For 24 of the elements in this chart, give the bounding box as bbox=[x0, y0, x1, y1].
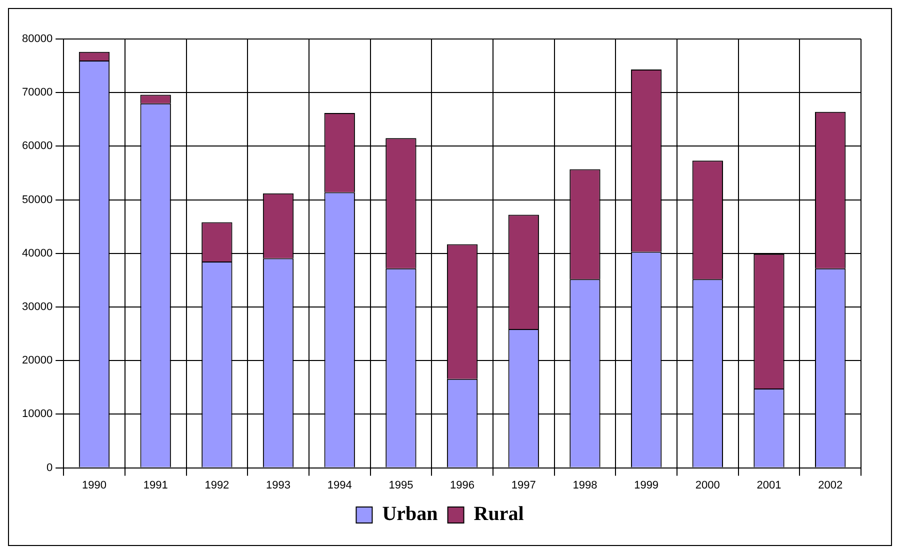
y-tick-label: 0 bbox=[46, 462, 53, 474]
x-tick-label: 1997 bbox=[511, 479, 536, 492]
x-tick-label: 1990 bbox=[82, 479, 106, 492]
y-tick-label: 50000 bbox=[22, 194, 53, 206]
x-tick-label: 1991 bbox=[143, 479, 168, 492]
y-tick-label: 40000 bbox=[22, 247, 53, 260]
x-tick-label: 2002 bbox=[818, 479, 843, 492]
x-tick-label: 1992 bbox=[204, 479, 230, 492]
y-tick-label: 60000 bbox=[22, 140, 53, 152]
y-tick-label: 70000 bbox=[22, 86, 53, 99]
legend-label: Rural bbox=[474, 503, 524, 526]
y-tick-label: 80000 bbox=[22, 33, 53, 46]
x-tick-label: 1993 bbox=[266, 479, 291, 492]
y-tick-label: 10000 bbox=[22, 408, 53, 420]
y-tick-label: 20000 bbox=[22, 354, 53, 367]
x-tick-label: 2001 bbox=[756, 479, 782, 492]
legend-label: Urban bbox=[382, 503, 438, 526]
y-tick-label: 30000 bbox=[22, 301, 53, 314]
x-tick-label: 1999 bbox=[634, 479, 659, 492]
x-tick-label: 1998 bbox=[572, 479, 598, 492]
x-tick-label: 1996 bbox=[450, 479, 475, 492]
x-tick-label: 2000 bbox=[695, 479, 720, 492]
x-tick-label: 1994 bbox=[327, 479, 352, 492]
x-tick-label: 1995 bbox=[388, 479, 414, 492]
